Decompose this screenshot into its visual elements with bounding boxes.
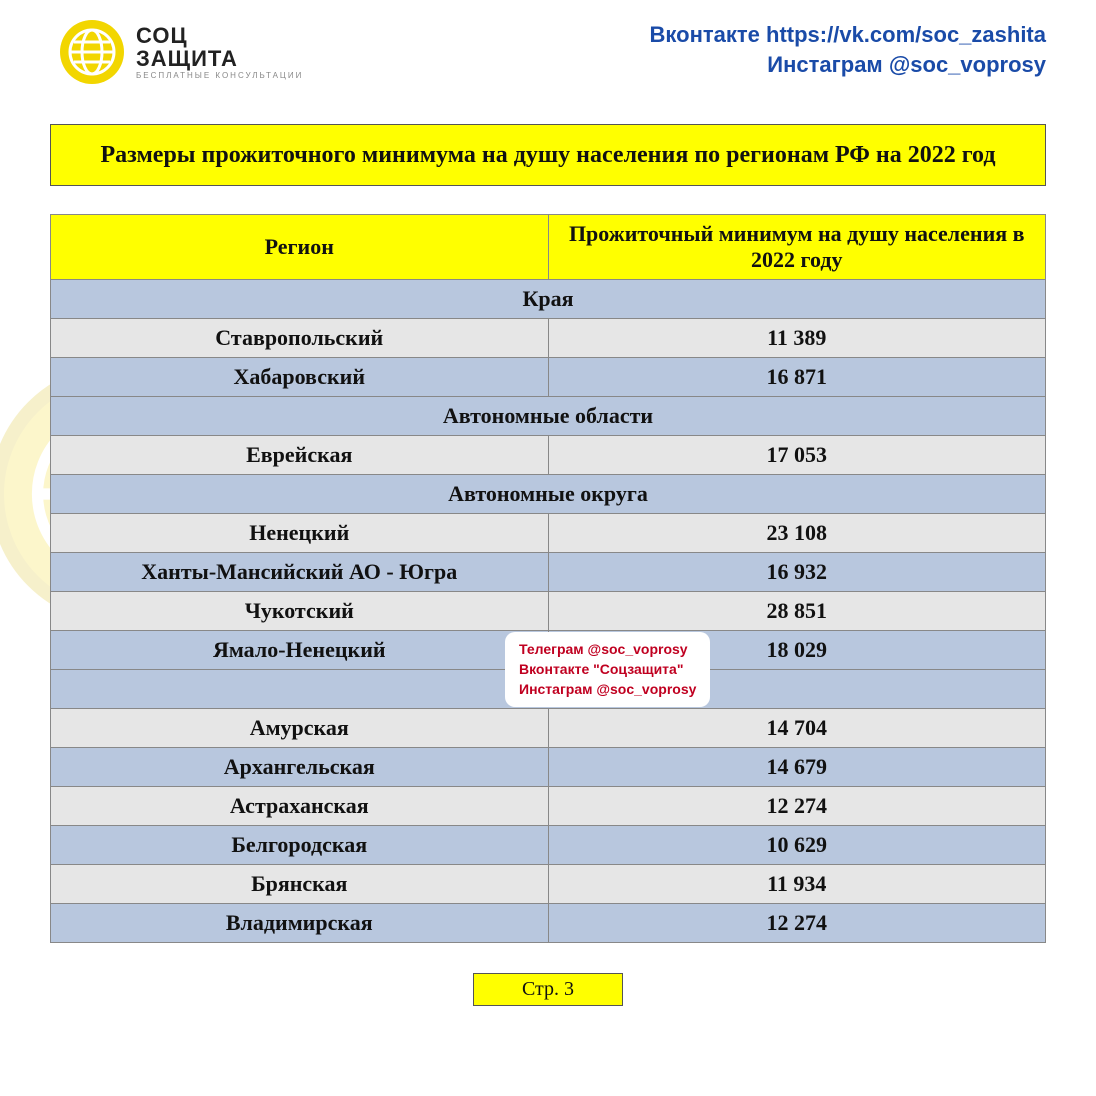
- globe-icon: [60, 20, 124, 84]
- section-label: Края: [51, 280, 1046, 319]
- cell-amount: 12 274: [548, 787, 1046, 826]
- cell-amount: 11 389: [548, 319, 1046, 358]
- section-row: Автономные округа: [51, 475, 1046, 514]
- cell-region: Астраханская: [51, 787, 549, 826]
- table-row: Хабаровский16 871: [51, 358, 1046, 397]
- table-row: Ханты-Мансийский АО - Югра16 932: [51, 553, 1046, 592]
- overlay-vk: Вконтакте "Соцзащита": [519, 660, 696, 680]
- logo-line1: СОЦ: [136, 24, 303, 47]
- table-container: СОЦ ЗАЩИТА Регион Прожиточный минимум на…: [50, 214, 1046, 943]
- cell-amount: 16 932: [548, 553, 1046, 592]
- cell-region: Чукотский: [51, 592, 549, 631]
- cell-amount: 14 704: [548, 709, 1046, 748]
- table-row: Чукотский28 851: [51, 592, 1046, 631]
- cell-amount: 10 629: [548, 826, 1046, 865]
- logo-subtitle: БЕСПЛАТНЫЕ КОНСУЛЬТАЦИИ: [136, 72, 303, 80]
- cell-amount: 16 871: [548, 358, 1046, 397]
- table-row: Ставропольский11 389: [51, 319, 1046, 358]
- table-row: Белгородская10 629: [51, 826, 1046, 865]
- instagram-link[interactable]: Инстаграм @soc_voprosy: [650, 50, 1046, 80]
- col-region: Регион: [51, 215, 549, 280]
- table-row: Амурская14 704: [51, 709, 1046, 748]
- social-links: Вконтакте https://vk.com/soc_zashita Инс…: [650, 20, 1046, 79]
- table-row: Астраханская12 274: [51, 787, 1046, 826]
- col-amount: Прожиточный минимум на душу населения в …: [548, 215, 1046, 280]
- table-row: Ненецкий23 108: [51, 514, 1046, 553]
- section-label: Автономные округа: [51, 475, 1046, 514]
- page-number: Стр. 3: [473, 973, 623, 1006]
- contact-overlay: Телеграм @soc_voprosy Вконтакте "Соцзащи…: [505, 632, 710, 707]
- cell-region: Хабаровский: [51, 358, 549, 397]
- section-label: Автономные области: [51, 397, 1046, 436]
- cell-amount: 17 053: [548, 436, 1046, 475]
- data-table: Регион Прожиточный минимум на душу насел…: [50, 214, 1046, 943]
- table-row: Владимирская12 274: [51, 904, 1046, 943]
- cell-amount: 11 934: [548, 865, 1046, 904]
- vk-link[interactable]: Вконтакте https://vk.com/soc_zashita: [650, 20, 1046, 50]
- cell-amount: 12 274: [548, 904, 1046, 943]
- logo-line2: ЗАЩИТА: [136, 47, 303, 70]
- table-row: Еврейская17 053: [51, 436, 1046, 475]
- cell-amount: 28 851: [548, 592, 1046, 631]
- cell-region: Владимирская: [51, 904, 549, 943]
- cell-amount: 23 108: [548, 514, 1046, 553]
- cell-region: Архангельская: [51, 748, 549, 787]
- table-row: Брянская11 934: [51, 865, 1046, 904]
- cell-amount: 14 679: [548, 748, 1046, 787]
- logo: СОЦ ЗАЩИТА БЕСПЛАТНЫЕ КОНСУЛЬТАЦИИ: [60, 20, 303, 84]
- section-row: Края: [51, 280, 1046, 319]
- cell-region: Ханты-Мансийский АО - Югра: [51, 553, 549, 592]
- header: СОЦ ЗАЩИТА БЕСПЛАТНЫЕ КОНСУЛЬТАЦИИ Вконт…: [0, 0, 1096, 94]
- cell-region: Брянская: [51, 865, 549, 904]
- section-row: Автономные области: [51, 397, 1046, 436]
- cell-region: Ямало-Ненецкий: [51, 631, 549, 670]
- cell-region: Амурская: [51, 709, 549, 748]
- overlay-instagram: Инстаграм @soc_voprosy: [519, 680, 696, 700]
- cell-region: Ставропольский: [51, 319, 549, 358]
- page-title: Размеры прожиточного минимума на душу на…: [50, 124, 1046, 186]
- cell-region: Белгородская: [51, 826, 549, 865]
- overlay-telegram: Телеграм @soc_voprosy: [519, 640, 696, 660]
- cell-region: Еврейская: [51, 436, 549, 475]
- cell-region: Ненецкий: [51, 514, 549, 553]
- table-row: Архангельская14 679: [51, 748, 1046, 787]
